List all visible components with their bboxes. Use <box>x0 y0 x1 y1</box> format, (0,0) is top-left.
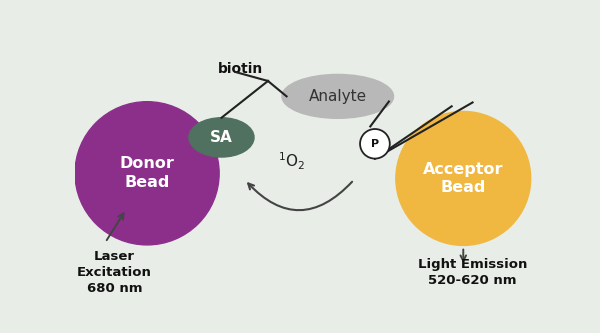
Ellipse shape <box>360 129 390 159</box>
Text: P: P <box>371 139 379 149</box>
Text: Light Emission
520-620 nm: Light Emission 520-620 nm <box>418 257 527 286</box>
FancyArrowPatch shape <box>248 182 352 210</box>
Text: biotin: biotin <box>217 63 263 77</box>
Text: $^1$O$_2$: $^1$O$_2$ <box>278 151 305 172</box>
Ellipse shape <box>282 74 394 118</box>
Text: Laser
Excitation
680 nm: Laser Excitation 680 nm <box>77 249 152 294</box>
Text: SA: SA <box>210 130 233 145</box>
Ellipse shape <box>396 112 530 245</box>
Text: Acceptor
Bead: Acceptor Bead <box>423 162 503 195</box>
Text: Analyte: Analyte <box>308 89 367 104</box>
Text: Donor
Bead: Donor Bead <box>119 157 175 190</box>
Ellipse shape <box>75 102 219 245</box>
Ellipse shape <box>189 118 254 157</box>
